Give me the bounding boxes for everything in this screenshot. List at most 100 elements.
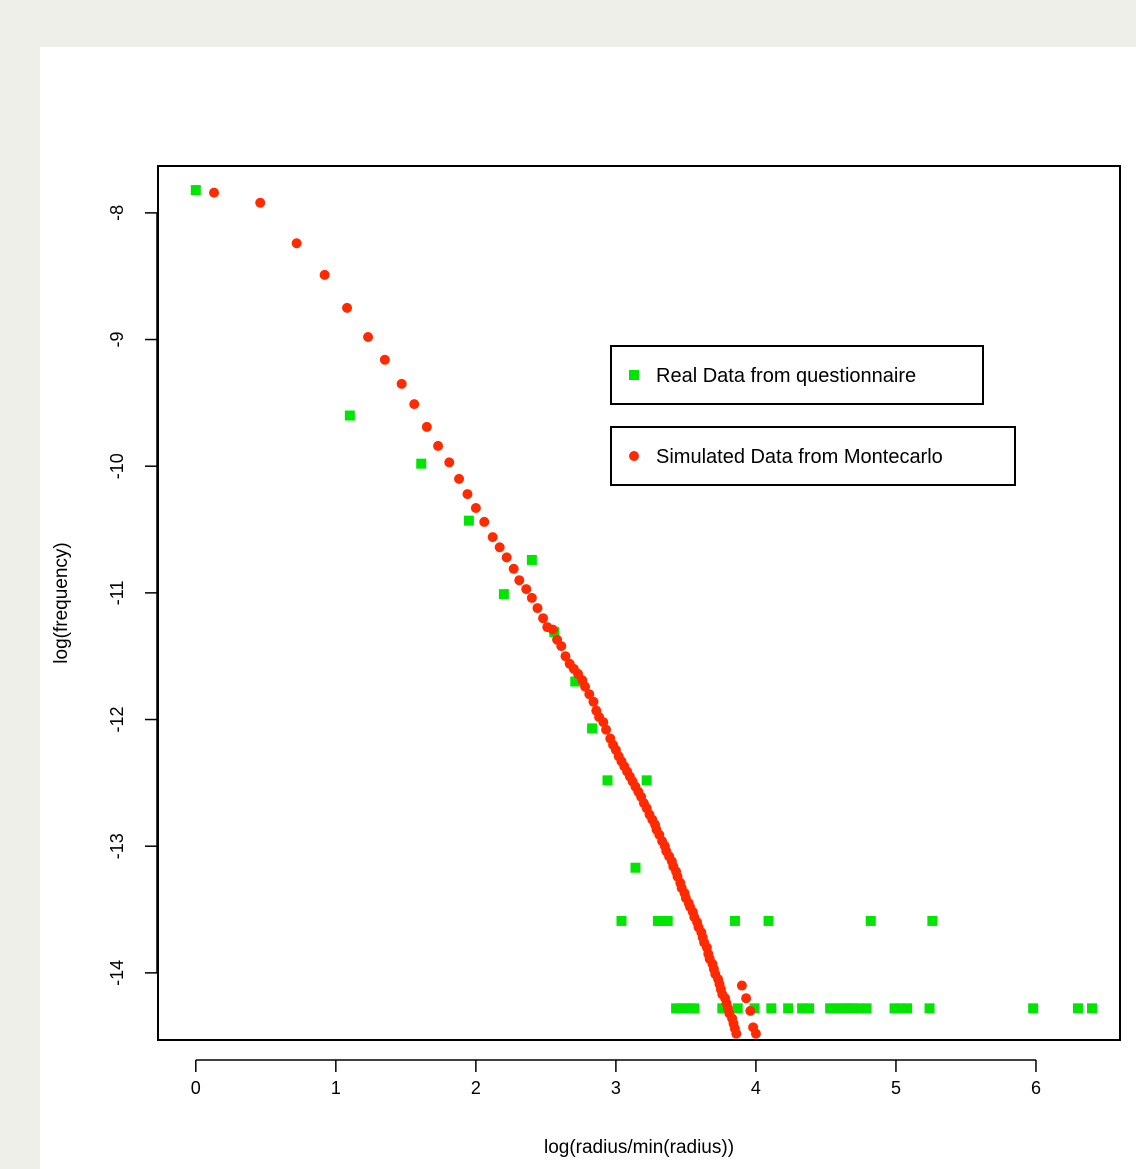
x-axis-label: log(radius/min(radius)) — [544, 1137, 734, 1158]
simulated-data-point — [470, 503, 481, 513]
simulated-data-point — [319, 269, 330, 280]
scatter-plot: 0 1 2 3 4 5 6 -8 -9 -10 -11 -12 -13 -14 log(radius/m… — [51, 165, 1121, 1158]
real-data-point — [1028, 1003, 1039, 1014]
real-data-point — [927, 915, 938, 926]
legend-circle-marker — [629, 451, 639, 461]
simulated-data-point — [736, 980, 747, 991]
simulated-data-point — [433, 440, 444, 451]
simulated-data-point — [342, 302, 353, 313]
real-data-point — [463, 515, 474, 526]
real-data-point — [570, 676, 581, 687]
x-tick-label: 0 — [191, 1078, 201, 1098]
simulated-data-point — [526, 592, 537, 603]
legend-label: Simulated Data from Montecarlo — [656, 446, 943, 468]
simulated-data-point — [409, 399, 420, 410]
simulated-data-point — [379, 354, 390, 365]
real-data-point — [861, 1003, 872, 1014]
real-data-point — [830, 1003, 841, 1014]
real-data-point — [630, 862, 641, 873]
real-data-point — [763, 915, 774, 926]
simulated-data-point — [560, 651, 571, 662]
x-tick-label: 1 — [331, 1078, 341, 1098]
y-tick-label: -8 — [107, 205, 127, 221]
real-data-point — [848, 1003, 859, 1014]
y-axis-label: log(frequency) — [51, 542, 72, 663]
real-data-point — [766, 1003, 777, 1014]
real-data-point — [1086, 1003, 1097, 1014]
real-data-point — [797, 1003, 808, 1014]
simulated-data-point — [421, 421, 432, 432]
y-tick-label: -11 — [107, 581, 127, 606]
simulated-data-point — [547, 624, 558, 635]
simulated-data-point — [444, 457, 455, 468]
real-data-point — [732, 1003, 743, 1014]
real-data-point — [1072, 1003, 1083, 1014]
simulated-data-point — [584, 689, 595, 700]
simulated-data-point — [291, 238, 302, 249]
simulated-data-point — [556, 641, 567, 652]
simulated-data-point — [514, 575, 525, 586]
y-axis: -8 -9 -10 -11 -12 -13 -14 — [107, 205, 158, 986]
real-data-point — [825, 1003, 836, 1014]
real-data-point — [587, 723, 598, 734]
real-data-point — [416, 458, 427, 469]
y-tick-label: -13 — [107, 833, 127, 859]
simulated-data-point — [521, 584, 532, 595]
simulated-data-point — [255, 197, 266, 208]
real-data-point — [804, 1003, 815, 1014]
legend-square-marker — [629, 370, 639, 380]
simulated-data-point — [501, 552, 512, 563]
real-data-point — [190, 185, 201, 196]
real-data-point — [641, 775, 652, 786]
real-data-point — [498, 589, 509, 600]
legend-entry: Simulated Data from Montecarlo — [610, 426, 1016, 486]
simulated-data-point — [494, 542, 505, 553]
real-data-point — [717, 1003, 728, 1014]
x-tick-label: 6 — [1031, 1078, 1041, 1098]
simulated-data-point — [209, 187, 220, 198]
y-tick-label: -9 — [107, 332, 127, 348]
legend-box — [610, 345, 984, 405]
simulated-data-point — [363, 332, 374, 342]
simulated-data-point — [532, 603, 543, 614]
simulated-data-point — [487, 532, 498, 543]
y-tick-label: -12 — [107, 707, 127, 733]
real-data-point — [602, 775, 613, 786]
x-tick-label: 4 — [751, 1078, 761, 1098]
simulated-data-point — [538, 613, 549, 624]
simulated-data-point — [731, 1028, 742, 1039]
simulated-data-point — [598, 717, 609, 728]
plot-frame — [157, 165, 1121, 1041]
simulated-data-point — [396, 378, 407, 389]
x-tick-label: 3 — [611, 1078, 621, 1098]
simulated-data-point — [462, 489, 473, 500]
legend-label: Real Data from questionnaire — [656, 365, 916, 387]
real-data-point — [689, 1003, 700, 1014]
simulated-data-point — [508, 563, 519, 574]
simulated-data-point — [741, 993, 752, 1004]
simulated-data-point — [479, 516, 490, 527]
real-data-point — [657, 915, 668, 926]
x-tick-label: 5 — [891, 1078, 901, 1098]
y-tick-label: -14 — [107, 960, 127, 986]
simulated-data-point — [750, 1028, 761, 1039]
simulated-data-point — [601, 724, 612, 735]
real-data-point — [783, 1003, 794, 1014]
real-data-point — [865, 915, 876, 926]
real-data-point — [924, 1003, 935, 1014]
plot-card: 0 1 2 3 4 5 6 -8 -9 -10 -11 -12 -13 -14 log(radius/m… — [40, 47, 1136, 1169]
simulated-data-point — [580, 681, 591, 692]
legend-box — [610, 426, 1016, 486]
x-axis: 0 1 2 3 4 5 6 — [191, 1059, 1041, 1098]
simulated-data-point — [745, 1005, 756, 1016]
real-data-point — [344, 410, 355, 421]
simulated-data-point — [588, 696, 599, 707]
real-data-point — [902, 1003, 913, 1014]
real-data-point — [729, 915, 740, 926]
real-data-point — [889, 1003, 900, 1014]
simulated-data-point — [454, 473, 465, 484]
real-data-point — [616, 915, 627, 926]
real-data-point — [895, 1003, 906, 1014]
x-tick-label: 2 — [471, 1078, 481, 1098]
real-data-point — [526, 554, 537, 565]
